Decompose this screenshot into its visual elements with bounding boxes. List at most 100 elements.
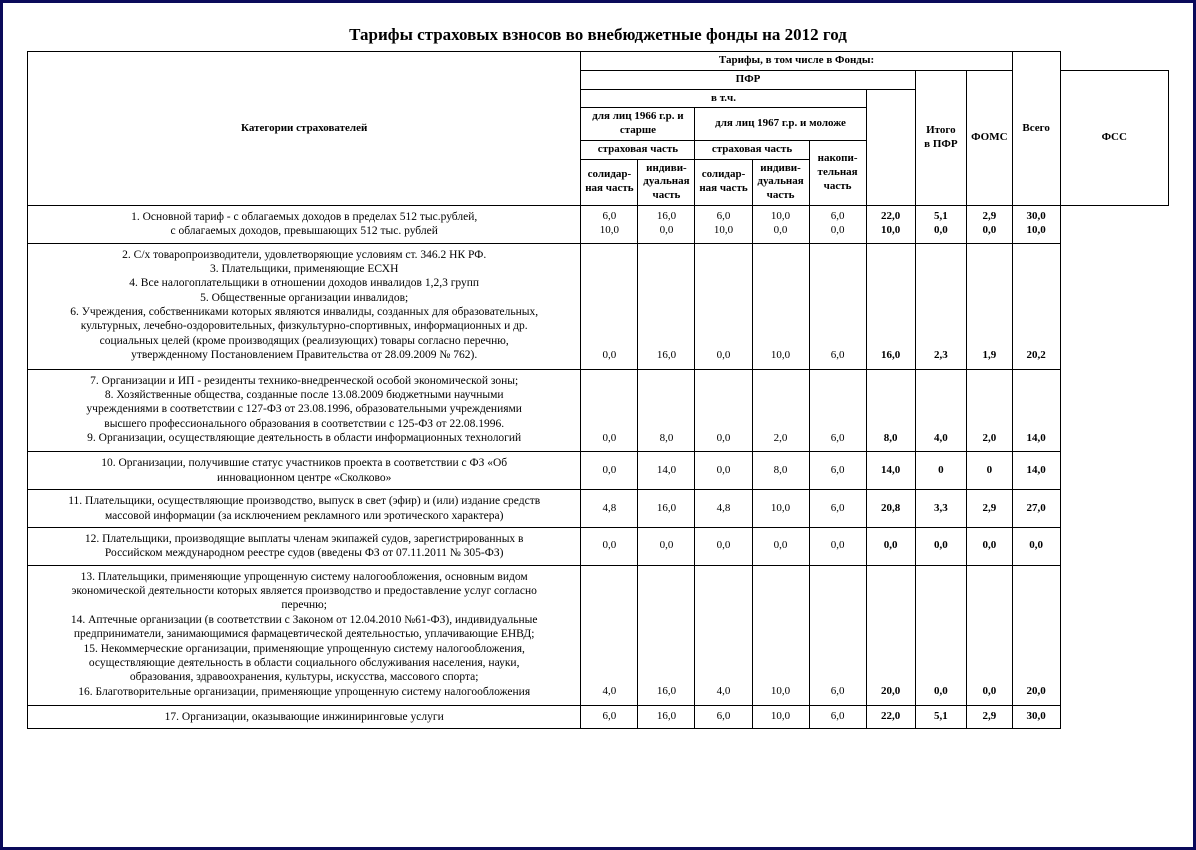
value-cell: 10,0 0,0 [752, 205, 809, 243]
table-body: 1. Основной тариф - с облагаемых доходов… [28, 205, 1169, 729]
value-cell: 20,0 [1012, 565, 1060, 705]
value-cell: 30,0 [1012, 706, 1060, 729]
value-cell: 27,0 [1012, 490, 1060, 528]
category-cell: 13. Плательщики, применяющие упрощенную … [28, 565, 581, 705]
category-cell: 7. Организации и ИП - резиденты технико-… [28, 369, 581, 452]
value-cell: 0,0 [1012, 527, 1060, 565]
value-cell: 2,9 0,0 [967, 205, 1013, 243]
value-cell: 0,0 [695, 369, 752, 452]
header-age-young: для лиц 1967 г.р. и моложе [695, 108, 866, 141]
tariffs-table: Категории страхователей Тарифы, в том чи… [27, 51, 1169, 729]
value-cell: 6,0 [809, 490, 866, 528]
value-cell: 16,0 0,0 [638, 205, 695, 243]
value-cell: 10,0 [752, 565, 809, 705]
value-cell: 14,0 [638, 452, 695, 490]
category-cell: 2. С/х товаропроизводители, удовлетворяю… [28, 243, 581, 369]
header-individual-young: индиви- дуальная часть [752, 159, 809, 205]
value-cell: 4,0 [581, 565, 638, 705]
value-cell: 2,9 [967, 490, 1013, 528]
value-cell: 16,0 [866, 243, 915, 369]
value-cell: 4,8 [695, 490, 752, 528]
value-cell: 0,0 [581, 527, 638, 565]
value-cell: 14,0 [1012, 369, 1060, 452]
value-cell: 6,0 10,0 [695, 205, 752, 243]
document-frame: Тарифы страховых взносов во внебюджетные… [0, 0, 1196, 850]
header-foms: ФОМС [967, 70, 1013, 205]
value-cell: 10,0 [752, 490, 809, 528]
value-cell: 10,0 [752, 243, 809, 369]
value-cell: 16,0 [638, 490, 695, 528]
value-cell: 0,0 [581, 452, 638, 490]
category-cell: 10. Организации, получившие статус участ… [28, 452, 581, 490]
value-cell: 2,3 [915, 243, 966, 369]
header-solidary-young: солидар- ная часть [695, 159, 752, 205]
table-row: 2. С/х товаропроизводители, удовлетворяю… [28, 243, 1169, 369]
value-cell: 0,0 [809, 527, 866, 565]
header-categories: Категории страхователей [28, 52, 581, 206]
header-solidary-old: солидар- ная часть [581, 159, 638, 205]
value-cell: 6,0 0,0 [809, 205, 866, 243]
value-cell: 16,0 [638, 706, 695, 729]
value-cell: 6,0 [809, 243, 866, 369]
table-header: Категории страхователей Тарифы, в том чи… [28, 52, 1169, 206]
value-cell: 0 [915, 452, 966, 490]
value-cell: 0,0 [695, 527, 752, 565]
header-ins-part-old: страховая часть [581, 140, 695, 159]
value-cell: 4,0 [695, 565, 752, 705]
value-cell: 6,0 10,0 [581, 205, 638, 243]
header-pfr: ПФР [581, 70, 915, 89]
value-cell: 0,0 [967, 565, 1013, 705]
value-cell: 0,0 [581, 369, 638, 452]
document-title: Тарифы страховых взносов во внебюджетные… [27, 25, 1169, 45]
value-cell: 22,0 10,0 [866, 205, 915, 243]
value-cell: 8,0 [752, 452, 809, 490]
value-cell: 6,0 [809, 565, 866, 705]
table-row: 7. Организации и ИП - резиденты технико-… [28, 369, 1169, 452]
header-fss: ФСС [1060, 70, 1168, 205]
header-individual-old: индиви- дуальная часть [638, 159, 695, 205]
value-cell: 16,0 [638, 243, 695, 369]
table-row: 1. Основной тариф - с облагаемых доходов… [28, 205, 1169, 243]
value-cell: 0,0 [915, 565, 966, 705]
value-cell: 14,0 [866, 452, 915, 490]
value-cell: 1,9 [967, 243, 1013, 369]
value-cell: 2,0 [967, 369, 1013, 452]
header-age-old: для лиц 1966 г.р. и старше [581, 108, 695, 141]
category-cell: 11. Плательщики, осуществляющие производ… [28, 490, 581, 528]
header-tariffs-funds: Тарифы, в том числе в Фонды: [581, 52, 1012, 71]
header-ins-part-young: страховая часть [695, 140, 809, 159]
header-vtch: в т.ч. [581, 89, 866, 108]
value-cell: 6,0 [695, 706, 752, 729]
value-cell: 0,0 [638, 527, 695, 565]
value-cell: 20,0 [866, 565, 915, 705]
value-cell: 14,0 [1012, 452, 1060, 490]
value-cell: 10,0 [752, 706, 809, 729]
value-cell: 0 [967, 452, 1013, 490]
value-cell: 2,0 [752, 369, 809, 452]
table-row: 11. Плательщики, осуществляющие производ… [28, 490, 1169, 528]
header-total: Всего [1012, 52, 1060, 206]
value-cell: 6,0 [809, 369, 866, 452]
value-cell: 0,0 [915, 527, 966, 565]
header-pfr-total: Итого в ПФР [915, 70, 966, 205]
value-cell: 8,0 [638, 369, 695, 452]
value-cell: 4,0 [915, 369, 966, 452]
category-cell: 1. Основной тариф - с облагаемых доходов… [28, 205, 581, 243]
value-cell: 0,0 [866, 527, 915, 565]
value-cell: 2,9 [967, 706, 1013, 729]
value-cell: 16,0 [638, 565, 695, 705]
value-cell: 0,0 [752, 527, 809, 565]
value-cell: 5,1 0,0 [915, 205, 966, 243]
value-cell: 0,0 [967, 527, 1013, 565]
value-cell: 22,0 [866, 706, 915, 729]
category-cell: 12. Плательщики, производящие выплаты чл… [28, 527, 581, 565]
value-cell: 5,1 [915, 706, 966, 729]
value-cell: 8,0 [866, 369, 915, 452]
table-row: 10. Организации, получившие статус участ… [28, 452, 1169, 490]
value-cell: 6,0 [809, 706, 866, 729]
value-cell: 0,0 [695, 452, 752, 490]
table-row: 12. Плательщики, производящие выплаты чл… [28, 527, 1169, 565]
table-row: 17. Организации, оказывающие инжиниринго… [28, 706, 1169, 729]
value-cell: 3,3 [915, 490, 966, 528]
value-cell: 6,0 [581, 706, 638, 729]
